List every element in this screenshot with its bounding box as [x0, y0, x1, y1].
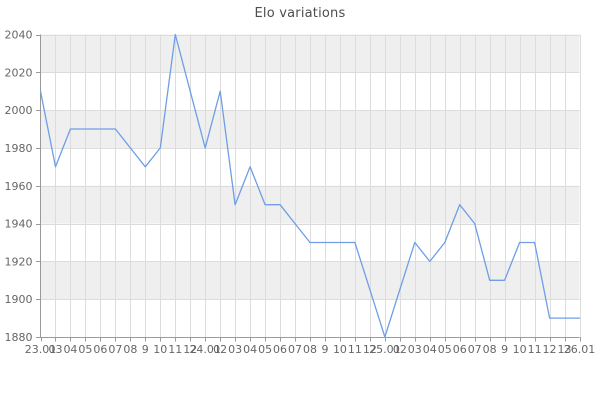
- x-tick-label: 9: [501, 343, 508, 356]
- y-tick-label: 1920: [5, 255, 33, 268]
- x-tick-label: 25.01: [369, 343, 401, 356]
- x-tick-label: 9: [142, 343, 149, 356]
- x-tick-label: 12: [543, 343, 557, 356]
- x-tick-label: 03: [228, 343, 242, 356]
- y-tick-label: 1940: [5, 218, 33, 231]
- x-tick-label: 11: [348, 343, 362, 356]
- x-tick-label: 12: [183, 343, 197, 356]
- x-tick-label: 07: [468, 343, 482, 356]
- x-tick-label: 05: [438, 343, 452, 356]
- x-tick-label: 08: [483, 343, 497, 356]
- x-tick-label: 04: [423, 343, 437, 356]
- x-tick-label: 07: [108, 343, 122, 356]
- x-tick-label: 10: [333, 343, 347, 356]
- x-tick-label: 06: [453, 343, 467, 356]
- y-tick-label: 2040: [5, 29, 33, 42]
- x-tick-label: 23.01: [25, 343, 57, 356]
- x-tick-label: 02: [393, 343, 407, 356]
- elo-series-line: [39, 33, 581, 338]
- x-tick-label: 08: [123, 343, 137, 356]
- y-tick-label: 1900: [5, 293, 33, 306]
- x-tick-label: 02: [213, 343, 227, 356]
- data-series: [39, 33, 581, 338]
- y-tick-label: 1880: [5, 331, 33, 344]
- x-tick-label: 04: [63, 343, 77, 356]
- x-tick-label: 05: [258, 343, 272, 356]
- x-tick-label: 10: [153, 343, 167, 356]
- y-tick-label: 1980: [5, 142, 33, 155]
- y-tick-label: 1960: [5, 180, 33, 193]
- chart-title: Elo variations: [254, 6, 346, 21]
- x-tick-label: 08: [303, 343, 317, 356]
- x-tick-label: 06: [273, 343, 287, 356]
- x-tick-label: 03: [48, 343, 62, 356]
- x-tick-label: 13: [558, 343, 572, 356]
- x-tick-label: 10: [513, 343, 527, 356]
- x-tick-label: 12: [363, 343, 377, 356]
- x-tick-label: 24.01: [189, 343, 221, 356]
- x-tick-label: 26.01: [564, 343, 596, 356]
- x-tick-label: 03: [408, 343, 422, 356]
- x-tick-label: 07: [288, 343, 302, 356]
- x-tick-label: 05: [78, 343, 92, 356]
- x-tick-label: 11: [168, 343, 182, 356]
- x-tick-label: 9: [321, 343, 328, 356]
- y-tick-label: 2000: [5, 104, 33, 117]
- x-tick-label: 06: [93, 343, 107, 356]
- y-axis-labels: 1880 1900 1920 1940 1960 1980 2000 2020 2040: [5, 29, 33, 345]
- x-tick-label: 04: [243, 343, 257, 356]
- y-tick-label: 2020: [5, 66, 33, 79]
- x-tick-label: 11: [528, 343, 542, 356]
- tick-marks: [36, 35, 581, 342]
